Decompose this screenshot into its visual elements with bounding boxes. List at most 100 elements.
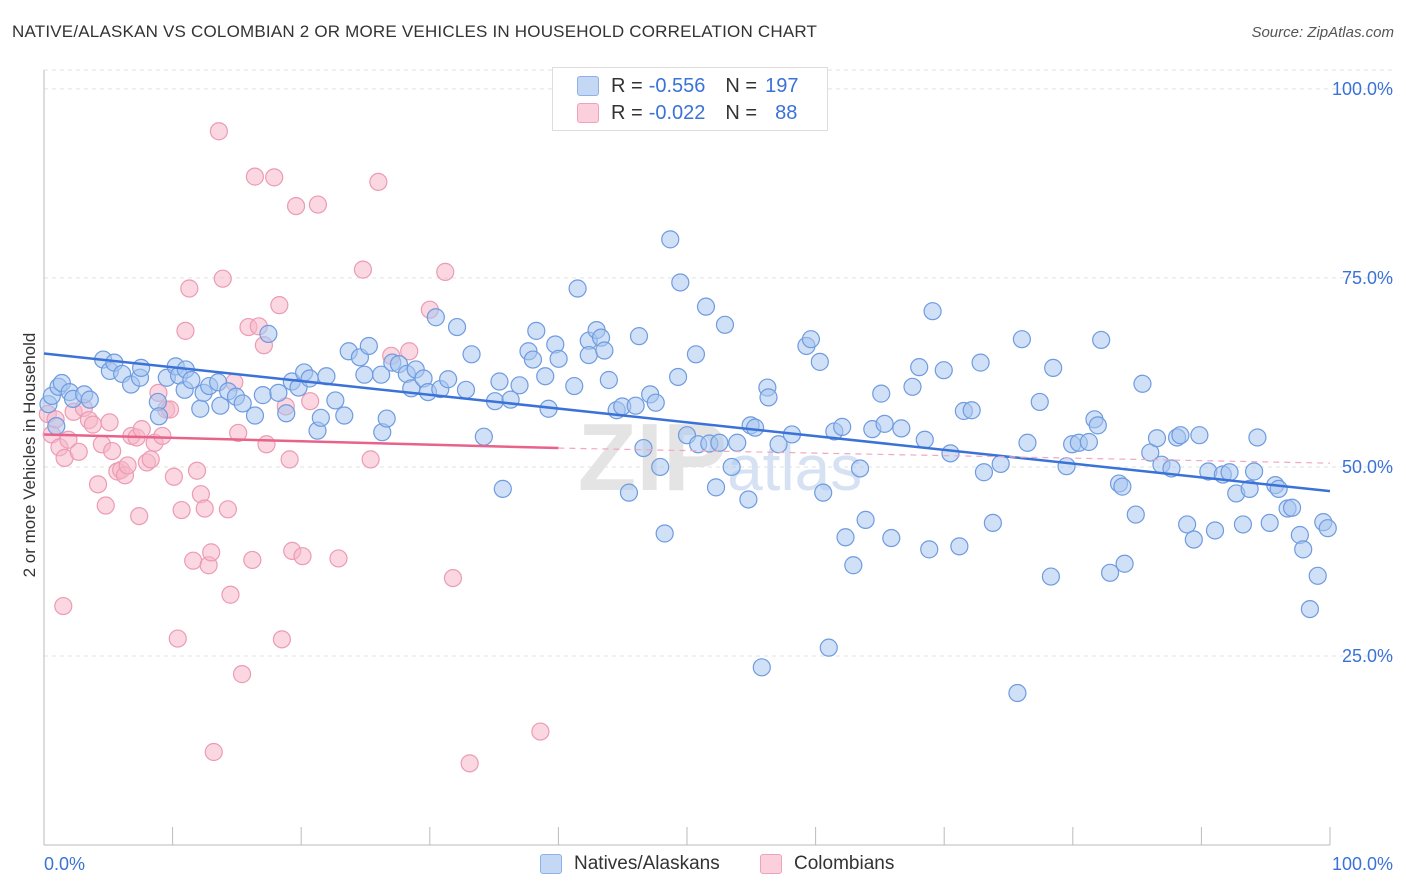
colombians-point xyxy=(164,467,183,486)
natives-point xyxy=(211,396,230,415)
x-tick-label: 0.0% xyxy=(44,854,85,874)
natives-point xyxy=(182,370,201,390)
natives-point xyxy=(1282,498,1302,517)
natives-point xyxy=(875,414,894,433)
stats-row-natives: R = -0.556 N = 197 xyxy=(577,74,798,98)
natives-point xyxy=(950,537,969,556)
colombians-point xyxy=(213,269,232,288)
colombians-legend-swatch xyxy=(760,854,782,874)
colombians-point xyxy=(443,568,463,588)
natives-point xyxy=(311,408,330,427)
colombians-point xyxy=(153,426,172,446)
natives-point xyxy=(814,483,833,502)
natives-point xyxy=(739,490,758,509)
natives-point xyxy=(1147,429,1167,448)
natives-point xyxy=(1205,521,1225,540)
natives-point xyxy=(1133,374,1152,393)
natives-point xyxy=(1079,432,1098,452)
natives-point xyxy=(47,417,66,436)
colombians-point xyxy=(83,415,102,434)
r-value: -0.556 xyxy=(648,74,706,97)
colombians-point xyxy=(103,441,122,461)
natives-point xyxy=(1044,358,1063,378)
colombians-point xyxy=(202,543,221,562)
colombians-point xyxy=(209,122,228,141)
natives-point xyxy=(326,391,345,410)
legend-item-natives[interactable]: Natives/Alaskans xyxy=(540,852,720,876)
natives-point xyxy=(850,459,870,478)
natives-point xyxy=(1057,457,1076,476)
natives-point xyxy=(671,273,690,292)
natives-point xyxy=(801,330,821,349)
natives-point xyxy=(377,409,396,428)
colombians-point xyxy=(301,392,320,411)
colombians-point xyxy=(187,461,207,480)
natives-point xyxy=(474,427,493,446)
natives-point xyxy=(941,444,960,463)
legend-item-colombians[interactable]: Colombians xyxy=(760,852,894,876)
colombians-point xyxy=(243,550,262,570)
natives-point xyxy=(549,349,568,368)
natives-point xyxy=(759,388,778,407)
natives-point xyxy=(983,513,1002,533)
natives-point xyxy=(372,365,391,384)
colombians-point xyxy=(88,475,108,494)
colombians-point xyxy=(168,629,187,648)
natives-point xyxy=(439,370,458,389)
watermark: ZIPatlas xyxy=(578,404,863,511)
chart-title: NATIVE/ALASKAN VS COLOMBIAN 2 OR MORE VE… xyxy=(12,22,818,41)
natives-point xyxy=(1171,426,1190,445)
colombians-point xyxy=(204,742,223,762)
legend-label: Natives/Alaskans xyxy=(574,853,720,874)
natives-point xyxy=(651,457,670,477)
natives-point xyxy=(915,430,934,449)
natives-point xyxy=(1318,519,1337,538)
r-label: R = xyxy=(611,74,643,97)
natives-point xyxy=(836,528,855,547)
natives-point xyxy=(1308,566,1327,585)
r-value: -0.022 xyxy=(648,101,706,124)
natives-point xyxy=(510,376,529,395)
natives-trend-line xyxy=(43,352,1331,493)
natives-point xyxy=(490,372,509,391)
colombians-point xyxy=(184,551,203,570)
colombians-point xyxy=(270,296,289,315)
colombians-point xyxy=(436,262,455,281)
natives-point xyxy=(359,336,378,356)
colombians-point xyxy=(232,665,252,684)
natives-point xyxy=(1294,540,1313,559)
natives-point xyxy=(1115,554,1134,573)
natives-point xyxy=(1184,530,1203,549)
stats-row-colombians: R = -0.022 N = 88 xyxy=(577,101,797,125)
natives-point xyxy=(626,396,645,415)
natives-point xyxy=(844,556,863,575)
natives-point xyxy=(335,406,354,425)
natives-point xyxy=(1012,330,1031,349)
colombians-point xyxy=(369,172,388,192)
colombians-point xyxy=(257,435,276,454)
n-label: N = xyxy=(725,101,758,124)
y-tick-label: 75.0% xyxy=(1342,268,1393,288)
natives-point xyxy=(1233,515,1253,534)
natives-point xyxy=(245,406,265,425)
colombians-point xyxy=(218,500,237,519)
natives-point xyxy=(269,383,288,402)
natives-point xyxy=(253,386,272,405)
natives-point xyxy=(819,638,838,657)
colombians-point xyxy=(460,754,479,773)
natives-point xyxy=(661,230,680,249)
stats-legend: R = -0.556 N = 197 R = -0.022 N = 88 xyxy=(552,67,828,131)
natives-point xyxy=(934,361,953,380)
natives-point xyxy=(1100,563,1120,582)
colombians-point xyxy=(69,442,88,461)
n-value: 197 xyxy=(765,74,799,97)
natives-point xyxy=(1269,479,1288,498)
natives-point xyxy=(1088,416,1107,435)
natives-point xyxy=(920,540,939,559)
natives-point xyxy=(149,407,169,426)
natives-point xyxy=(668,367,688,387)
y-tick-label: 50.0% xyxy=(1342,457,1393,477)
r-label: R = xyxy=(611,101,643,124)
natives-point xyxy=(355,365,374,384)
colombians-point xyxy=(118,456,137,475)
